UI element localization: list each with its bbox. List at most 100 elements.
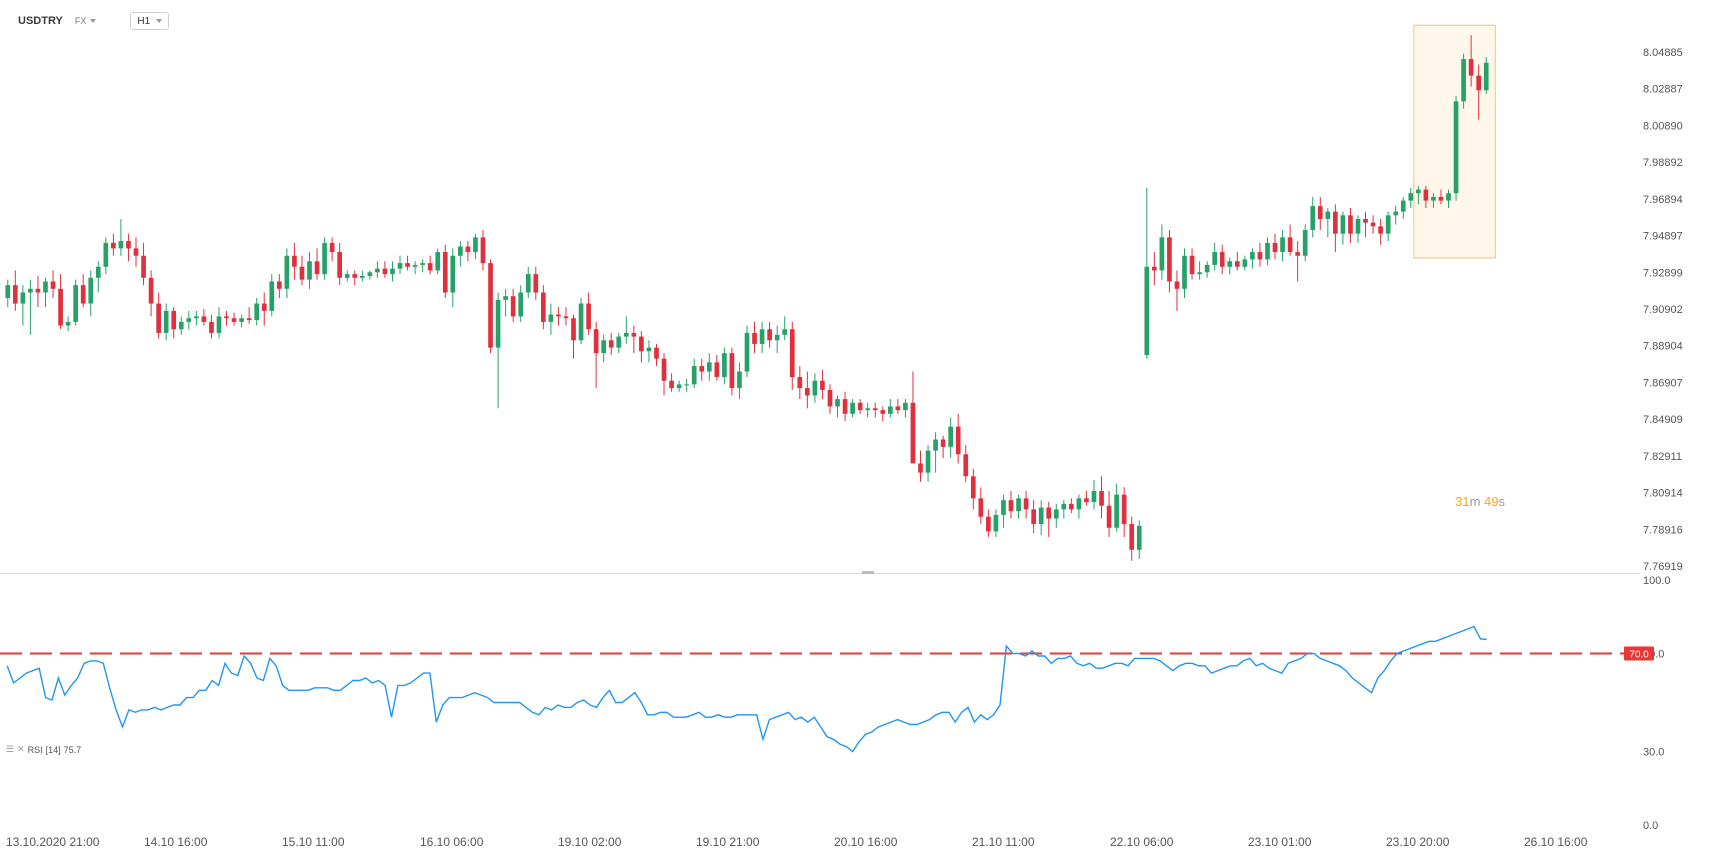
price-tick-label: 8.04885 (1643, 47, 1683, 59)
menu-icon[interactable]: ☰ (6, 744, 15, 754)
candle (684, 378, 689, 392)
candle-body (827, 389, 833, 407)
candle (43, 277, 48, 308)
candle-body (1265, 242, 1270, 260)
candle-body (239, 318, 244, 322)
candle (1076, 494, 1082, 519)
candle (458, 241, 463, 267)
candle-body (563, 316, 569, 319)
divider-handle[interactable] (862, 571, 874, 574)
price-tick-label: 7.82911 (1643, 451, 1682, 463)
candle-body (1242, 259, 1248, 267)
price-tick-label: 7.94897 (1643, 231, 1683, 243)
candle-body (1038, 507, 1044, 525)
candle-body (593, 329, 599, 354)
symbol-label[interactable]: USDTRY (18, 15, 63, 27)
candle-body (390, 268, 395, 275)
candle (35, 275, 41, 308)
candle (1091, 479, 1097, 510)
candle-body (178, 321, 184, 330)
candle-body (601, 340, 607, 354)
candle-body (654, 347, 659, 359)
candle (20, 285, 26, 326)
candle-body (1159, 237, 1165, 271)
candle (1250, 248, 1255, 269)
candle (1144, 187, 1150, 359)
candle (563, 307, 569, 326)
candle (171, 307, 177, 339)
candle (1280, 230, 1285, 262)
candle-body (1121, 494, 1127, 525)
candle-body (5, 285, 11, 299)
candle-body (126, 241, 131, 249)
candle-body (744, 332, 750, 372)
timeframe-select[interactable]: H1 (130, 12, 170, 30)
candle-body (1272, 242, 1278, 253)
price-axis: 8.04885 8.02887 8.00890 7.98892 7.96894 7.948… (1643, 47, 1683, 573)
candle-body (299, 266, 305, 280)
candle-body (156, 303, 161, 333)
candle-body (767, 329, 772, 341)
candle (194, 310, 199, 326)
candle-body (284, 255, 290, 289)
candle (1099, 476, 1104, 519)
candle-body (820, 380, 825, 390)
candle-body (1016, 498, 1021, 512)
close-icon[interactable]: ✕ (17, 744, 25, 754)
candle-body (699, 366, 705, 372)
candle-body (1189, 255, 1195, 275)
candle-body (322, 242, 327, 275)
candle (1476, 64, 1482, 120)
candle-body (729, 353, 735, 389)
candle-body (1008, 500, 1014, 512)
candle-body (1317, 206, 1323, 219)
candle (88, 270, 94, 317)
candle (1317, 196, 1323, 231)
candle (1400, 196, 1406, 219)
candle (722, 347, 727, 385)
candle (556, 307, 561, 326)
candle (872, 402, 878, 418)
candle (1385, 211, 1391, 242)
candle (420, 259, 425, 273)
candle-body (1053, 509, 1059, 519)
candle (382, 261, 388, 278)
candle (246, 307, 252, 324)
candle-body (1129, 524, 1135, 550)
candle (1234, 252, 1240, 271)
candle-body (903, 402, 908, 411)
candle-body (540, 292, 546, 322)
candle (548, 303, 554, 335)
candle-body (1400, 200, 1406, 212)
candle-body (367, 272, 373, 276)
candle-body (488, 263, 493, 348)
candle-body (495, 299, 501, 348)
candle-body (812, 380, 818, 396)
candle (1046, 502, 1052, 537)
candle (918, 450, 923, 482)
time-tick-label: 23.10 20:00 (1386, 835, 1450, 849)
candle-body (722, 353, 727, 378)
candle-body (28, 288, 33, 293)
candle (661, 353, 667, 396)
candle-body (412, 264, 418, 267)
time-tick-label: 22.10 06:00 (1110, 835, 1174, 849)
price-tick-label: 7.86907 (1643, 377, 1683, 389)
candle (1204, 261, 1210, 278)
candle-body (986, 516, 991, 532)
candle (910, 371, 916, 464)
candle (880, 406, 886, 422)
market-selector[interactable]: FX (75, 16, 97, 26)
candle-body (261, 303, 267, 311)
candle (676, 380, 682, 392)
time-tick-label: 16.10 06:00 (420, 835, 484, 849)
candle (1174, 270, 1180, 311)
candle (186, 310, 192, 330)
candle-body (1250, 252, 1255, 260)
price-tick-label: 7.90902 (1643, 304, 1683, 316)
candle (216, 307, 222, 339)
candle (1114, 483, 1119, 532)
candle-body (525, 274, 531, 293)
candle (473, 233, 478, 260)
